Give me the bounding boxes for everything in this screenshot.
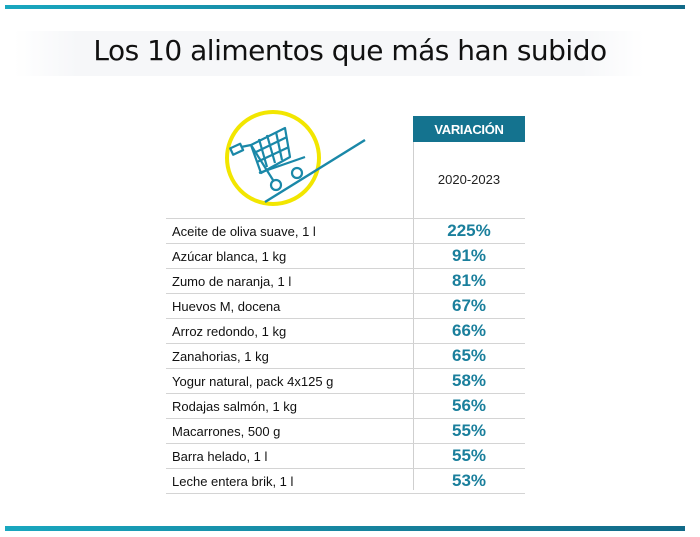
- item-variation: 55%: [451, 421, 487, 440]
- item-name: Rodajas salmón, 1 kg: [172, 398, 298, 414]
- title-band: [14, 31, 644, 76]
- table-row: Azúcar blanca, 1 kg 91%: [166, 243, 525, 268]
- item-variation: 67%: [451, 296, 487, 315]
- item-variation: 66%: [451, 321, 487, 340]
- variation-column-header: VARIACIÓN: [413, 116, 525, 142]
- item-name: Macarrones, 500 g: [172, 423, 281, 439]
- item-variation: 53%: [451, 471, 487, 490]
- item-name: Yogur natural, pack 4x125 g: [172, 373, 334, 389]
- item-name: Barra helado, 1 l: [172, 448, 268, 464]
- item-variation: 81%: [451, 271, 487, 290]
- table-row: Barra helado, 1 l 55%: [166, 443, 525, 468]
- table-row: Aceite de oliva suave, 1 l 225%: [166, 218, 525, 243]
- shopping-cart-uphill-icon: [215, 105, 375, 215]
- item-variation: 58%: [451, 371, 487, 390]
- bottom-accent-bar: [5, 526, 685, 531]
- table-row: Yogur natural, pack 4x125 g 58%: [166, 368, 525, 393]
- table-row: Leche entera brik, 1 l 53%: [166, 468, 525, 494]
- table-row: Macarrones, 500 g 55%: [166, 418, 525, 443]
- item-name: Aceite de oliva suave, 1 l: [172, 223, 316, 239]
- item-name: Arroz redondo, 1 kg: [172, 323, 287, 339]
- table-row: Zumo de naranja, 1 l 81%: [166, 268, 525, 293]
- item-variation: 225%: [447, 221, 491, 240]
- period-label: 2020-2023: [437, 172, 501, 187]
- item-name: Huevos M, docena: [172, 298, 281, 314]
- item-variation: 65%: [451, 346, 487, 365]
- item-variation: 91%: [451, 246, 487, 265]
- item-name: Zanahorias, 1 kg: [172, 348, 269, 364]
- top-accent-bar: [5, 5, 685, 9]
- item-name: Zumo de naranja, 1 l: [172, 273, 292, 289]
- page-title: Los 10 alimentos que más han subido: [93, 34, 607, 67]
- table-row: Zanahorias, 1 kg 65%: [166, 343, 525, 368]
- column-divider: [413, 142, 414, 490]
- item-variation: 56%: [451, 396, 487, 415]
- price-increase-table: Aceite de oliva suave, 1 l 225% Azúcar bl…: [166, 218, 525, 494]
- item-name: Leche entera brik, 1 l: [172, 473, 294, 489]
- table-row: Rodajas salmón, 1 kg 56%: [166, 393, 525, 418]
- item-variation: 55%: [451, 446, 487, 465]
- table-row: Huevos M, docena 67%: [166, 293, 525, 318]
- table-row: Arroz redondo, 1 kg 66%: [166, 318, 525, 343]
- item-name: Azúcar blanca, 1 kg: [172, 248, 287, 264]
